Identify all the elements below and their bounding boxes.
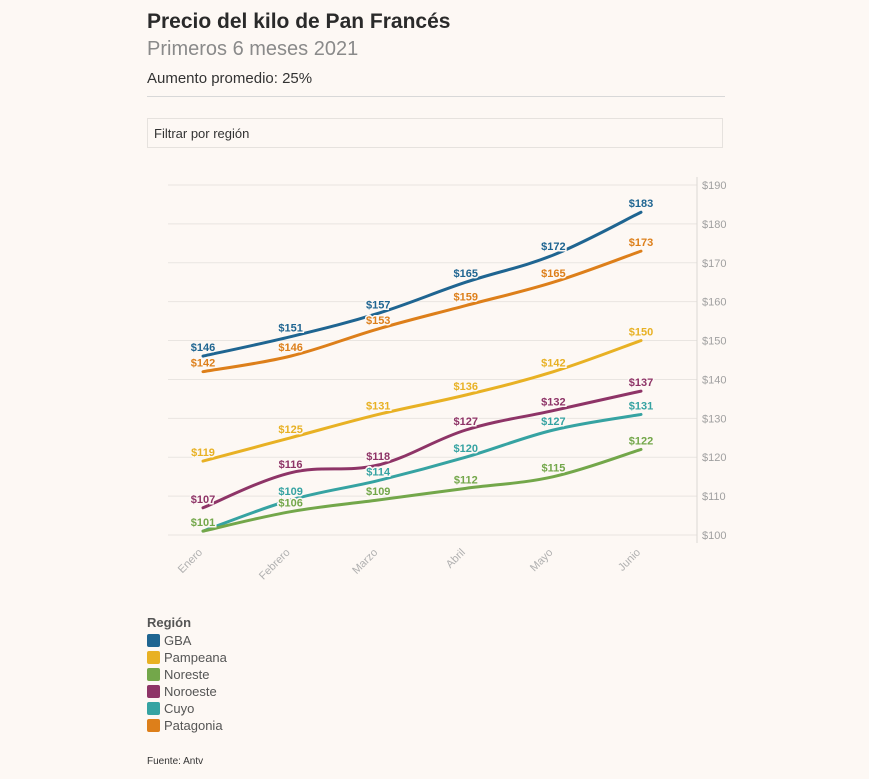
series-line-patagonia [201,249,643,374]
legend-title: Región [147,615,192,630]
legend-label: Noroeste [164,684,217,699]
y-tick-label: $150 [702,336,726,348]
data-label: $107 [191,494,215,506]
legend-item-pampeana[interactable]: Pampeana [147,649,227,666]
y-tick-label: $170 [702,258,726,270]
legend-item-cuyo[interactable]: Cuyo [147,700,227,717]
legend-label: Patagonia [164,718,223,733]
y-tick-label: $130 [702,413,726,425]
data-label: $173 [629,237,653,249]
data-label: $112 [454,474,478,486]
data-label: $115 [541,463,565,475]
legend-label: Noreste [164,667,210,682]
data-label: $127 [541,416,565,428]
legend-swatch [147,668,160,681]
line-chart: $100 $110 $120 $130 $140 $150 $160 $170 $180 $190… [168,177,726,583]
series-line-pampeana [201,339,643,463]
legend-label: Cuyo [164,701,195,716]
legend-item-noroeste[interactable]: Noroeste [147,683,227,700]
legend: Región GBA Pampeana Noreste Noroeste Cuy… [147,615,227,734]
data-label: $120 [454,443,478,455]
chart-subtitle: Primeros 6 meses 2021 [147,38,359,60]
data-label: $132 [541,397,565,409]
series-line-noroeste [201,389,643,510]
legend-item-gba[interactable]: GBA [147,632,227,649]
legend-label: Pampeana [164,650,227,665]
y-tick-label: $140 [702,374,726,386]
y-tick-label: $180 [702,219,726,231]
x-tick-label: Mayo [528,547,556,575]
x-tick-label: Enero [176,547,205,576]
source-note: Fuente: Antv [147,756,204,767]
data-label: $159 [454,292,478,304]
data-label: $153 [366,315,390,327]
data-label: $150 [629,327,653,339]
data-label: $106 [278,498,302,510]
data-label: $118 [366,451,390,463]
series-line-noreste [201,447,643,533]
legend-swatch [147,634,160,647]
region-filter-input[interactable]: Filtrar por región [147,118,723,148]
average-increase-note: Aumento promedio: 25% [147,70,313,87]
data-label: $122 [629,435,653,447]
legend-swatch [147,651,160,664]
data-label: $146 [278,342,302,354]
y-tick-label: $190 [702,180,726,192]
data-label: $151 [278,323,302,335]
data-label: $109 [366,486,390,498]
legend-label: GBA [164,633,192,648]
legend-item-noreste[interactable]: Noreste [147,666,227,683]
chart-title: Precio del kilo de Pan Francés [147,10,451,33]
legend-swatch [147,702,160,715]
data-label: $109 [278,486,302,498]
data-label: $136 [454,381,478,393]
y-tick-label: $100 [702,530,726,542]
data-label: $116 [279,459,303,471]
header-divider [147,96,725,97]
data-label: $119 [191,447,215,459]
y-tick-label: $160 [702,297,726,309]
legend-swatch [147,719,160,732]
data-label: $142 [191,358,215,370]
data-label: $172 [541,241,565,253]
y-tick-label: $110 [702,491,726,503]
data-label: $131 [366,400,390,412]
data-label: $165 [541,268,565,280]
data-label: $137 [629,377,653,389]
data-label: $125 [278,424,302,436]
data-label: $157 [366,299,390,311]
legend-swatch [147,685,160,698]
x-tick-label: Febrero [257,547,293,583]
y-tick-label: $120 [702,452,726,464]
x-tick-label: Marzo [350,547,380,577]
data-label: $183 [629,198,653,210]
data-label: $165 [454,268,478,280]
x-tick-label: Junio [616,547,643,574]
data-label: $114 [366,467,391,479]
x-tick-label: Abril [444,547,468,571]
data-label: $101 [191,517,215,529]
data-label: $146 [191,342,215,354]
data-label: $127 [454,416,478,428]
data-label: $131 [629,400,653,412]
series-line-gba [201,210,643,358]
series-line-cuyo [201,412,643,533]
data-label: $142 [541,358,565,370]
legend-item-patagonia[interactable]: Patagonia [147,717,227,734]
data-label: $101 [191,517,215,529]
